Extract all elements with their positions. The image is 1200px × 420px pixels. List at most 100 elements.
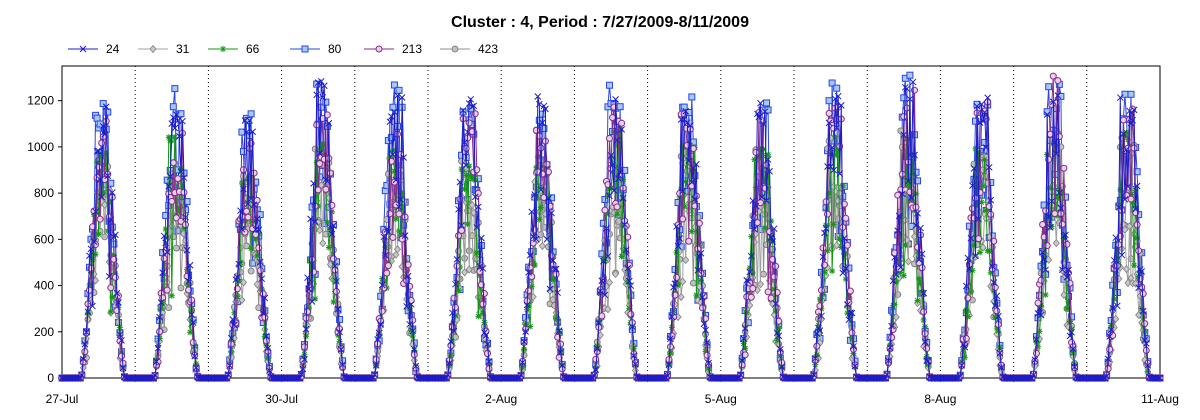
point-24-170 xyxy=(317,77,325,85)
point-423-124 xyxy=(247,267,255,275)
point-213-646 xyxy=(1043,242,1051,250)
point-66-712 xyxy=(1144,368,1151,375)
point-213-467 xyxy=(770,273,778,281)
point-24-661 xyxy=(1066,332,1074,340)
point-213-514 xyxy=(842,214,850,222)
point-24-467 xyxy=(770,225,778,233)
point-24-136 xyxy=(266,367,273,374)
point-213-314 xyxy=(537,144,545,152)
point-24-175 xyxy=(325,119,333,127)
point-213-418 xyxy=(695,219,703,227)
point-213-452 xyxy=(747,293,755,301)
point-24-653 xyxy=(1054,92,1062,99)
point-66-316 xyxy=(540,163,547,170)
point-24-71 xyxy=(166,173,174,180)
point-24-608 xyxy=(985,163,993,171)
point-80-221 xyxy=(395,86,403,94)
point-24-162 xyxy=(305,285,313,293)
point-24-471 xyxy=(776,346,784,353)
point-24-315 xyxy=(539,119,546,127)
point-213-218 xyxy=(390,178,398,186)
point-66-708 xyxy=(1138,305,1145,312)
point-24-638 xyxy=(1031,356,1039,364)
point-24-448 xyxy=(741,324,749,332)
point-24-442 xyxy=(732,374,740,382)
point-213-518 xyxy=(848,329,856,337)
point-213-359 xyxy=(605,134,613,142)
point-66-267 xyxy=(466,163,473,170)
point-213-32 xyxy=(107,284,115,292)
point-66-259 xyxy=(453,280,460,287)
legend: 24 31 66 80 213 423 xyxy=(68,42,498,56)
point-213-86 xyxy=(189,338,197,346)
point-24-550 xyxy=(897,263,905,271)
point-24-658 xyxy=(1062,231,1069,239)
point-423-121 xyxy=(243,242,250,250)
point-24-88 xyxy=(192,364,200,371)
legend-marker-80 xyxy=(301,45,309,53)
point-24-612 xyxy=(991,302,999,309)
point-66-596 xyxy=(967,288,974,295)
point-31-409 xyxy=(682,255,690,265)
point-31-547 xyxy=(892,313,900,322)
point-24-31 xyxy=(105,272,113,280)
point-24-613 xyxy=(993,292,1001,300)
legend-marker-66 xyxy=(220,46,226,52)
point-213-217 xyxy=(389,233,397,241)
point-24-205 xyxy=(371,371,378,378)
point-80-556 xyxy=(906,71,914,79)
point-31-269 xyxy=(468,200,476,210)
point-213-311 xyxy=(532,126,540,134)
point-213-463 xyxy=(764,288,772,296)
point-66-372 xyxy=(626,305,633,312)
point-213-210 xyxy=(378,307,386,315)
point-24-641 xyxy=(1036,304,1043,312)
point-24-520 xyxy=(851,362,859,370)
point-24-556 xyxy=(906,95,914,103)
point-24-371 xyxy=(624,264,632,272)
point-24-320 xyxy=(546,285,554,293)
point-24-77 xyxy=(176,132,183,140)
point-213-407 xyxy=(679,215,687,223)
point-24-169 xyxy=(316,149,324,157)
point-24-111 xyxy=(227,334,235,342)
point-24-702 xyxy=(1129,116,1136,124)
point-24-660 xyxy=(1065,266,1072,274)
point-24-605 xyxy=(981,108,988,116)
point-66-510 xyxy=(836,236,843,243)
point-213-710 xyxy=(1141,320,1149,328)
point-24-209 xyxy=(377,321,385,328)
point-24-706 xyxy=(1135,284,1143,292)
point-24-86 xyxy=(189,319,197,326)
point-213-66 xyxy=(159,294,167,302)
point-66-691 xyxy=(1112,269,1119,276)
point-24-350 xyxy=(592,366,600,374)
point-66-399 xyxy=(667,350,674,357)
point-24-462 xyxy=(763,197,770,205)
point-213-25 xyxy=(96,215,104,223)
point-80-505 xyxy=(828,79,836,87)
point-66-367 xyxy=(618,253,625,260)
point-66-561 xyxy=(914,297,921,304)
point-66-124 xyxy=(248,245,255,252)
point-66-598 xyxy=(970,242,977,249)
point-24-594 xyxy=(964,254,972,262)
point-24-250 xyxy=(439,374,447,382)
point-213-403 xyxy=(673,273,681,281)
point-24-314 xyxy=(537,186,545,194)
point-66-640 xyxy=(1035,343,1041,350)
point-24-123 xyxy=(246,117,253,124)
point-31-604 xyxy=(979,243,987,252)
point-24-370 xyxy=(622,246,630,254)
point-24-519 xyxy=(850,343,857,350)
point-24-16 xyxy=(83,328,90,336)
point-24-505 xyxy=(828,144,836,151)
point-66-407 xyxy=(679,143,686,150)
point-80-119 xyxy=(239,147,247,155)
point-66-505 xyxy=(829,267,836,274)
point-24-414 xyxy=(689,164,697,172)
point-31-220 xyxy=(393,245,402,254)
point-24-503 xyxy=(825,119,833,127)
point-24-567 xyxy=(923,357,931,364)
point-213-567 xyxy=(923,345,931,353)
